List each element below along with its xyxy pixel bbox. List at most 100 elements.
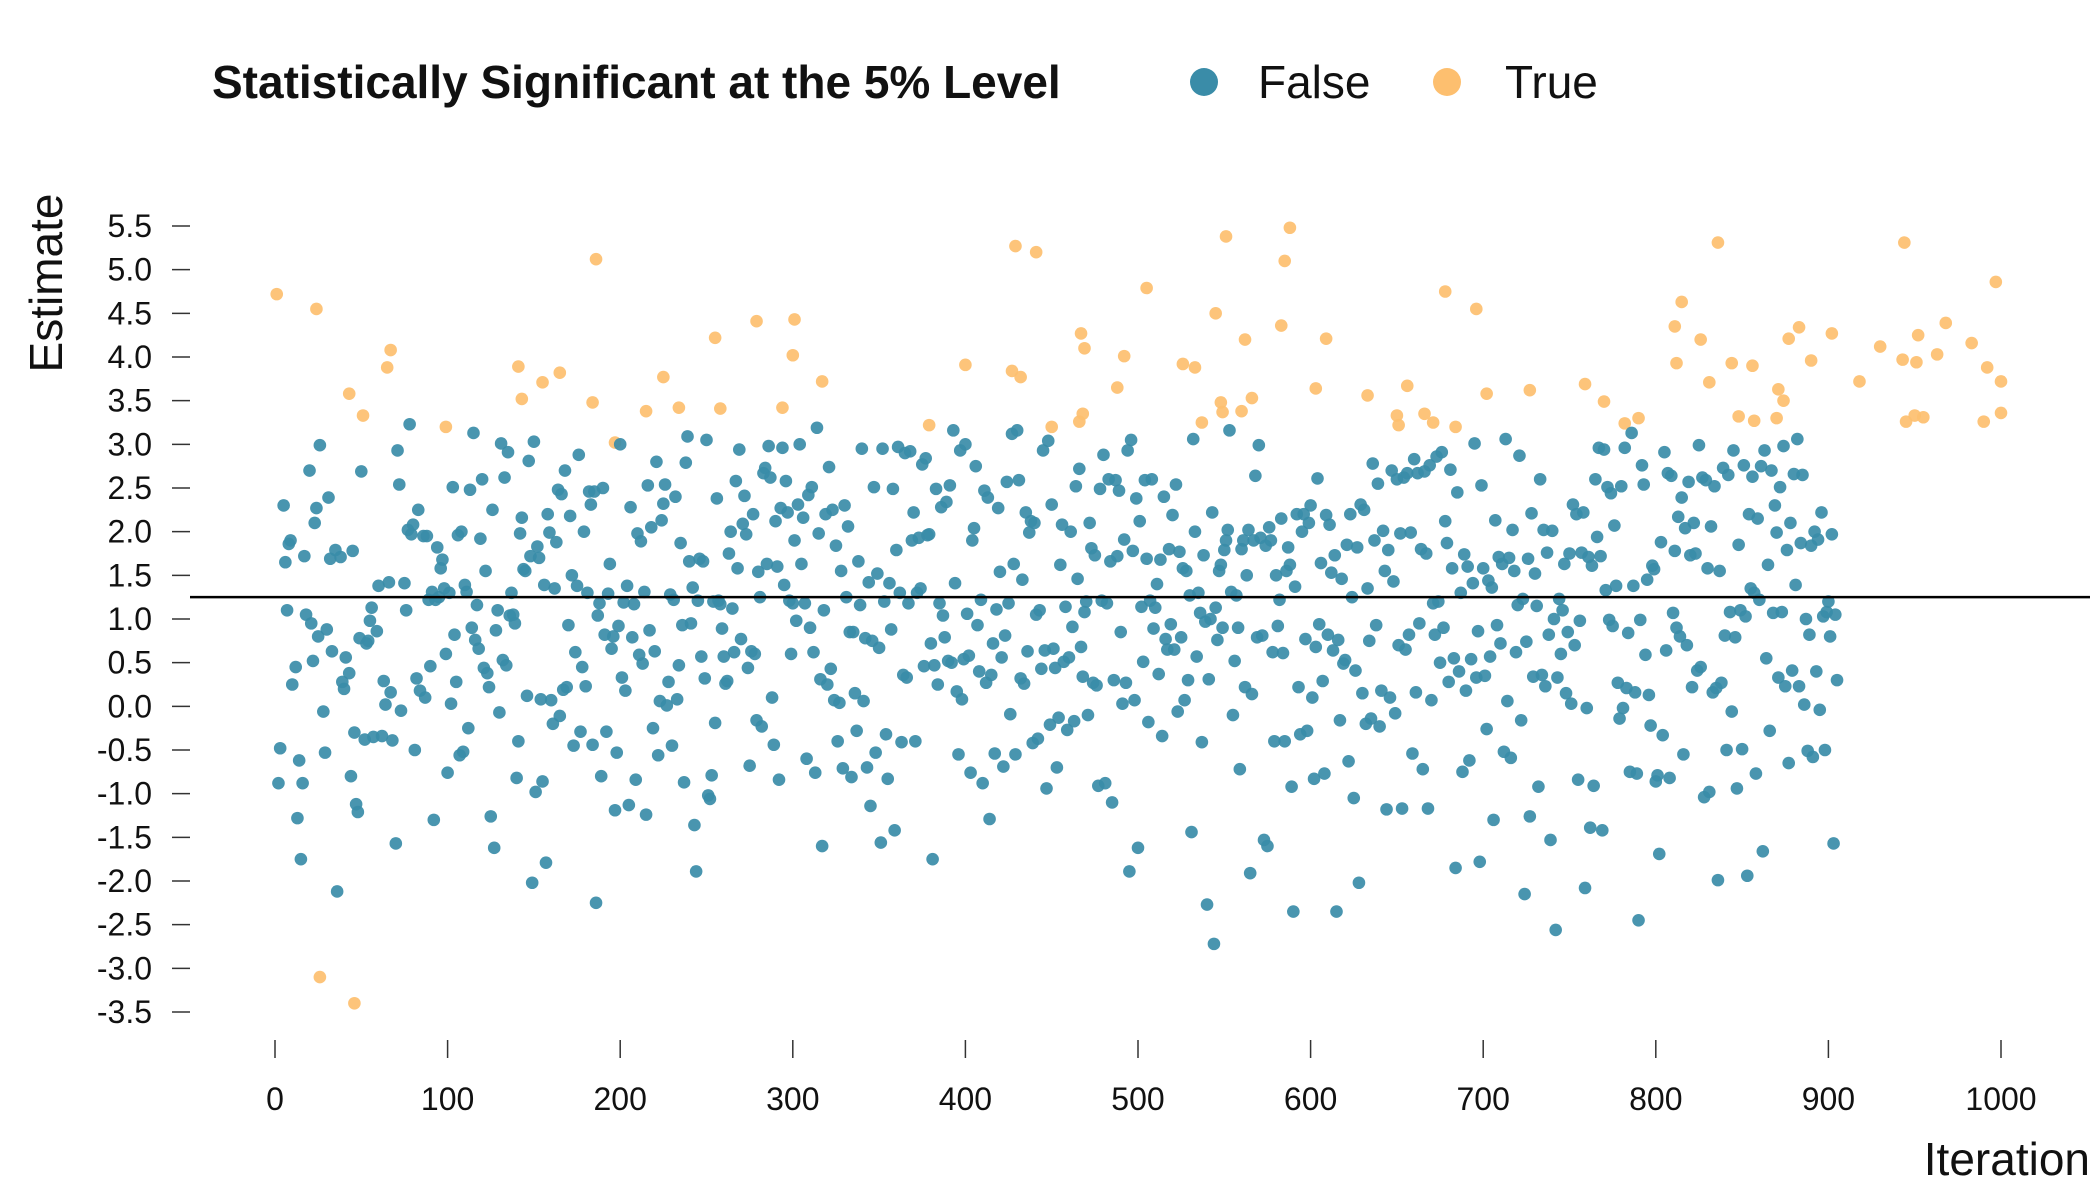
data-point-false — [895, 735, 908, 749]
data-point-false — [1216, 621, 1229, 635]
data-point-false — [1174, 631, 1188, 644]
data-point-false — [1521, 552, 1535, 566]
data-point-false — [1071, 572, 1084, 586]
data-point-true — [1746, 359, 1759, 373]
x-tick-label: 500 — [1111, 1081, 1164, 1117]
data-point-false — [853, 598, 867, 612]
data-point-false — [1502, 551, 1516, 565]
data-point-false — [969, 459, 983, 473]
data-point-false — [945, 656, 958, 669]
data-point-false — [1402, 628, 1416, 642]
data-point-false — [926, 852, 939, 866]
data-point-false — [997, 760, 1010, 773]
data-point-false — [1302, 516, 1316, 530]
data-point-false — [579, 679, 592, 693]
data-point-false — [1166, 508, 1179, 522]
data-point-false — [1340, 538, 1354, 552]
data-point-false — [365, 601, 378, 614]
data-point-false — [430, 541, 444, 554]
data-point-false — [1540, 546, 1554, 559]
data-point-false — [411, 503, 425, 517]
data-point-false — [322, 491, 335, 504]
data-point-false — [1461, 560, 1474, 573]
data-point-false — [1749, 767, 1763, 780]
data-point-false — [384, 686, 397, 699]
data-point-false — [869, 746, 882, 759]
data-point-true — [310, 302, 323, 316]
data-point-false — [831, 734, 844, 748]
data-point-false — [824, 662, 838, 676]
data-point-false — [304, 617, 318, 630]
data-point-false — [298, 549, 311, 563]
data-point-false — [967, 521, 981, 535]
legend-label-false: False — [1258, 56, 1370, 108]
data-point-false — [1249, 469, 1262, 483]
data-point-false — [1219, 534, 1233, 547]
data-point-false — [1789, 578, 1802, 592]
y-tick-label: 3.5 — [108, 383, 152, 419]
data-point-false — [1041, 434, 1055, 448]
data-point-false — [1142, 715, 1155, 729]
data-point-true — [1480, 387, 1493, 400]
data-point-false — [874, 836, 888, 849]
data-point-false — [1725, 705, 1739, 718]
y-tick-label: 4.0 — [108, 339, 152, 375]
data-point-false — [1637, 478, 1651, 491]
data-point-false — [1723, 605, 1737, 619]
data-point-false — [513, 527, 527, 540]
data-point-false — [410, 672, 423, 685]
data-point-false — [682, 555, 696, 568]
data-point-false — [883, 576, 896, 590]
data-point-false — [1516, 592, 1530, 606]
data-point-false — [334, 550, 347, 564]
data-point-true — [342, 387, 356, 400]
data-point-false — [833, 696, 846, 710]
data-point-false — [1692, 438, 1706, 452]
data-point-false — [1533, 472, 1547, 486]
data-point-false — [1746, 470, 1759, 483]
data-point-false — [984, 668, 998, 682]
x-tick-label: 700 — [1457, 1081, 1510, 1117]
data-point-false — [456, 745, 470, 759]
data-point-false — [1169, 478, 1183, 491]
data-point-true — [439, 420, 453, 434]
data-point-false — [1031, 732, 1045, 745]
data-point-false — [1112, 484, 1126, 497]
data-point-false — [1100, 596, 1114, 610]
data-point-false — [512, 734, 525, 748]
data-point-false — [1209, 601, 1222, 614]
data-point-true — [1426, 416, 1440, 429]
data-point-false — [779, 474, 793, 488]
data-point-false — [572, 448, 586, 462]
data-point-false — [1285, 780, 1298, 793]
data-point-false — [1452, 665, 1466, 678]
data-point-false — [1597, 443, 1611, 456]
data-point-false — [622, 798, 636, 812]
data-point-false — [1067, 714, 1081, 728]
data-point-true — [1977, 415, 1991, 428]
data-point-false — [1369, 618, 1383, 632]
data-point-true — [1732, 410, 1745, 423]
data-point-true — [815, 375, 829, 388]
data-point-false — [798, 596, 812, 610]
data-point-false — [959, 438, 972, 451]
data-point-true — [714, 402, 727, 415]
data-point-false — [1627, 579, 1640, 593]
data-point-false — [1419, 547, 1433, 560]
data-point-false — [1200, 898, 1214, 911]
data-point-true — [1930, 348, 1944, 361]
data-point-false — [591, 609, 605, 622]
data-point-false — [1230, 589, 1243, 602]
x-tick-label: 300 — [766, 1081, 819, 1117]
data-point-false — [285, 678, 299, 691]
data-point-false — [1732, 538, 1745, 552]
data-point-false — [867, 480, 881, 494]
data-point-true — [1469, 302, 1483, 316]
data-point-false — [1421, 802, 1435, 815]
data-point-false — [848, 686, 862, 700]
y-tick-label: -1.5 — [97, 819, 152, 855]
data-point-false — [1437, 621, 1450, 635]
data-point-false — [876, 442, 889, 456]
data-point-true — [1274, 319, 1288, 332]
data-point-true — [1045, 420, 1058, 434]
